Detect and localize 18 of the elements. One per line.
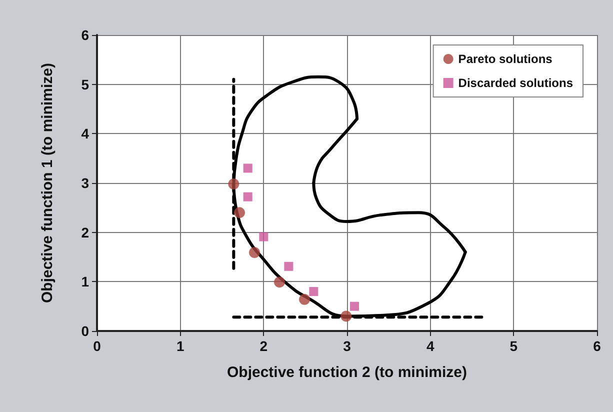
x-tick-label: 4: [426, 338, 434, 354]
x-tick-label: 5: [510, 338, 518, 354]
y-tick-label: 6: [81, 27, 90, 43]
legend-label: Pareto solutions: [458, 52, 553, 66]
y-tick-label: 1: [81, 274, 90, 290]
y-tick-label: 0: [81, 323, 90, 339]
x-axis-title: Objective function 2 (to minimize): [226, 364, 468, 381]
y-tick-label: 5: [81, 76, 90, 92]
x-tick-label: 1: [176, 338, 184, 354]
x-tick-label: 3: [343, 338, 352, 354]
y-axis-title: Objective function 1 (to minimize): [39, 62, 56, 304]
x-tick-label: 6: [593, 338, 602, 354]
y-tick-label: 4: [81, 126, 90, 142]
y-tick-label: 2: [81, 224, 90, 240]
legend-label: Discarded solutions: [458, 76, 574, 90]
y-tick-label: 3: [81, 175, 90, 191]
x-tick-label: 0: [93, 338, 102, 354]
x-tick-label: 2: [260, 338, 268, 354]
